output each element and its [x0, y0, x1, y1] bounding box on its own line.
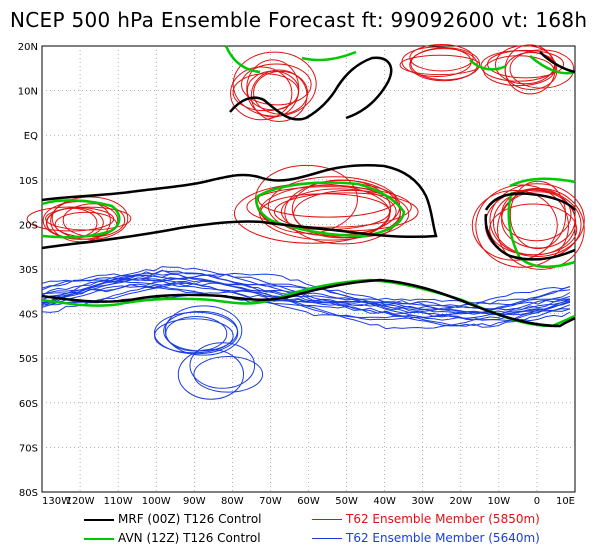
member-5640-contour — [164, 305, 243, 356]
legend-red-label: T62 Ensemble Member (5850m) — [346, 512, 540, 526]
member-5640-contour — [153, 311, 239, 355]
longitude-label: 40W — [373, 496, 396, 507]
ensemble-5640m-contours — [41, 266, 571, 400]
longitude-label: 50W — [335, 496, 358, 507]
mrf-5850-contour-east — [484, 192, 576, 261]
latitude-label: 30S — [19, 265, 38, 276]
longitude-label: 0 — [534, 496, 540, 507]
map-title: NCEP 500 hPa Ensemble Forecast ft: 99092… — [10, 8, 588, 32]
member-5850-contour — [230, 66, 293, 121]
latitude-label: 10N — [18, 87, 38, 98]
member-5850-contour — [509, 180, 567, 250]
member-5850-contour — [232, 73, 299, 112]
member-5640-contour — [189, 342, 256, 389]
member-5640-contour — [41, 273, 571, 315]
latitude-label: 10S — [19, 176, 38, 187]
legend-mrf-swatch — [84, 518, 114, 521]
member-5850-contour — [489, 183, 585, 257]
member-5850-contour — [253, 70, 309, 115]
mrf-5850-contour-ne — [539, 51, 576, 74]
longitude-label: 10E — [556, 496, 575, 507]
falklands-coast — [296, 376, 304, 382]
longitude-label: 120W — [66, 496, 95, 507]
graticule — [42, 46, 575, 492]
mrf-control-contours — [41, 51, 576, 328]
legend-red-swatch — [312, 519, 342, 520]
member-5850-contour — [409, 44, 474, 72]
legend-avn-label: AVN (12Z) T126 Control — [118, 531, 261, 545]
longitude-label: 70W — [259, 496, 282, 507]
member-5850-contour — [492, 189, 577, 256]
member-5640-contour — [193, 356, 264, 393]
avn-5850-contour-north — [224, 45, 576, 75]
legend-blue-label: T62 Ensemble Member (5640m) — [346, 531, 540, 545]
member-5640-contour — [41, 280, 571, 321]
antarctica-coast — [42, 408, 364, 470]
longitude-label: 10W — [488, 496, 511, 507]
latitude-label: 80S — [19, 488, 38, 499]
member-5850-contour — [246, 59, 300, 118]
ensemble-5850m-contours — [26, 44, 585, 270]
member-5850-contour — [62, 203, 126, 238]
member-5640-contour — [41, 273, 571, 316]
longitude-label: 100W — [142, 496, 171, 507]
latitude-label: 20N — [18, 42, 38, 53]
member-5640-contour — [165, 315, 228, 352]
member-5850-contour — [501, 187, 572, 242]
legend-avn-swatch — [84, 537, 114, 540]
member-5640-contour — [41, 282, 571, 322]
avn-control-contours — [41, 45, 576, 328]
longitude-label: 20W — [449, 496, 472, 507]
south-georgia-coast — [378, 392, 386, 394]
latitude-label: 40S — [19, 310, 38, 321]
longitude-label: 110W — [104, 496, 133, 507]
mrf-5850-contour — [41, 164, 438, 250]
legend-mrf: MRF (00Z) T126 Control — [84, 512, 262, 526]
member-5850-contour — [232, 51, 317, 117]
longitude-label: 60W — [297, 496, 320, 507]
latitude-label: 50S — [19, 354, 38, 365]
member-5850-contour — [471, 190, 558, 261]
latitude-label: 60S — [19, 399, 38, 410]
longitude-label: 90W — [183, 496, 206, 507]
map-frame — [41, 45, 576, 493]
member-5850-contour — [241, 63, 312, 106]
latitude-label: EQ — [24, 131, 38, 142]
member-5640-contour — [177, 349, 245, 400]
longitude-label: 30W — [411, 496, 434, 507]
longitude-label: 130W — [42, 496, 71, 507]
avn-5850-contour — [41, 199, 121, 239]
latitude-label: 20S — [19, 220, 38, 231]
legend-blue-swatch — [312, 538, 342, 539]
member-5850-contour — [501, 191, 576, 249]
longitude-label: 80W — [221, 496, 244, 507]
legend-avn: AVN (12Z) T126 Control — [84, 531, 261, 545]
member-5850-contour — [504, 44, 556, 95]
member-5850-contour — [51, 196, 129, 240]
member-5850-contour — [258, 184, 401, 241]
inland-lake — [249, 150, 256, 158]
member-5850-contour — [410, 47, 480, 81]
latitude-label: 70S — [19, 443, 38, 454]
avn-5850-contour-atlantic — [255, 181, 406, 238]
legend-mrf-label: MRF (00Z) T126 Control — [118, 512, 262, 526]
legend-blue-member: T62 Ensemble Member (5640m) — [312, 531, 540, 545]
member-5850-contour — [246, 186, 412, 228]
member-5850-contour — [475, 184, 569, 268]
latitude-labels: 20N 10N EQ 10S 20S 30S 40S 50S 60S 70S 80S — [18, 42, 38, 499]
legend-red-member: T62 Ensemble Member (5850m) — [312, 512, 540, 526]
member-5850-contour — [291, 179, 392, 239]
south-america-coast — [235, 114, 370, 382]
member-5850-contour — [26, 206, 115, 232]
mrf-5640-contour — [41, 278, 576, 328]
mrf-5850-contour-north — [229, 56, 393, 121]
